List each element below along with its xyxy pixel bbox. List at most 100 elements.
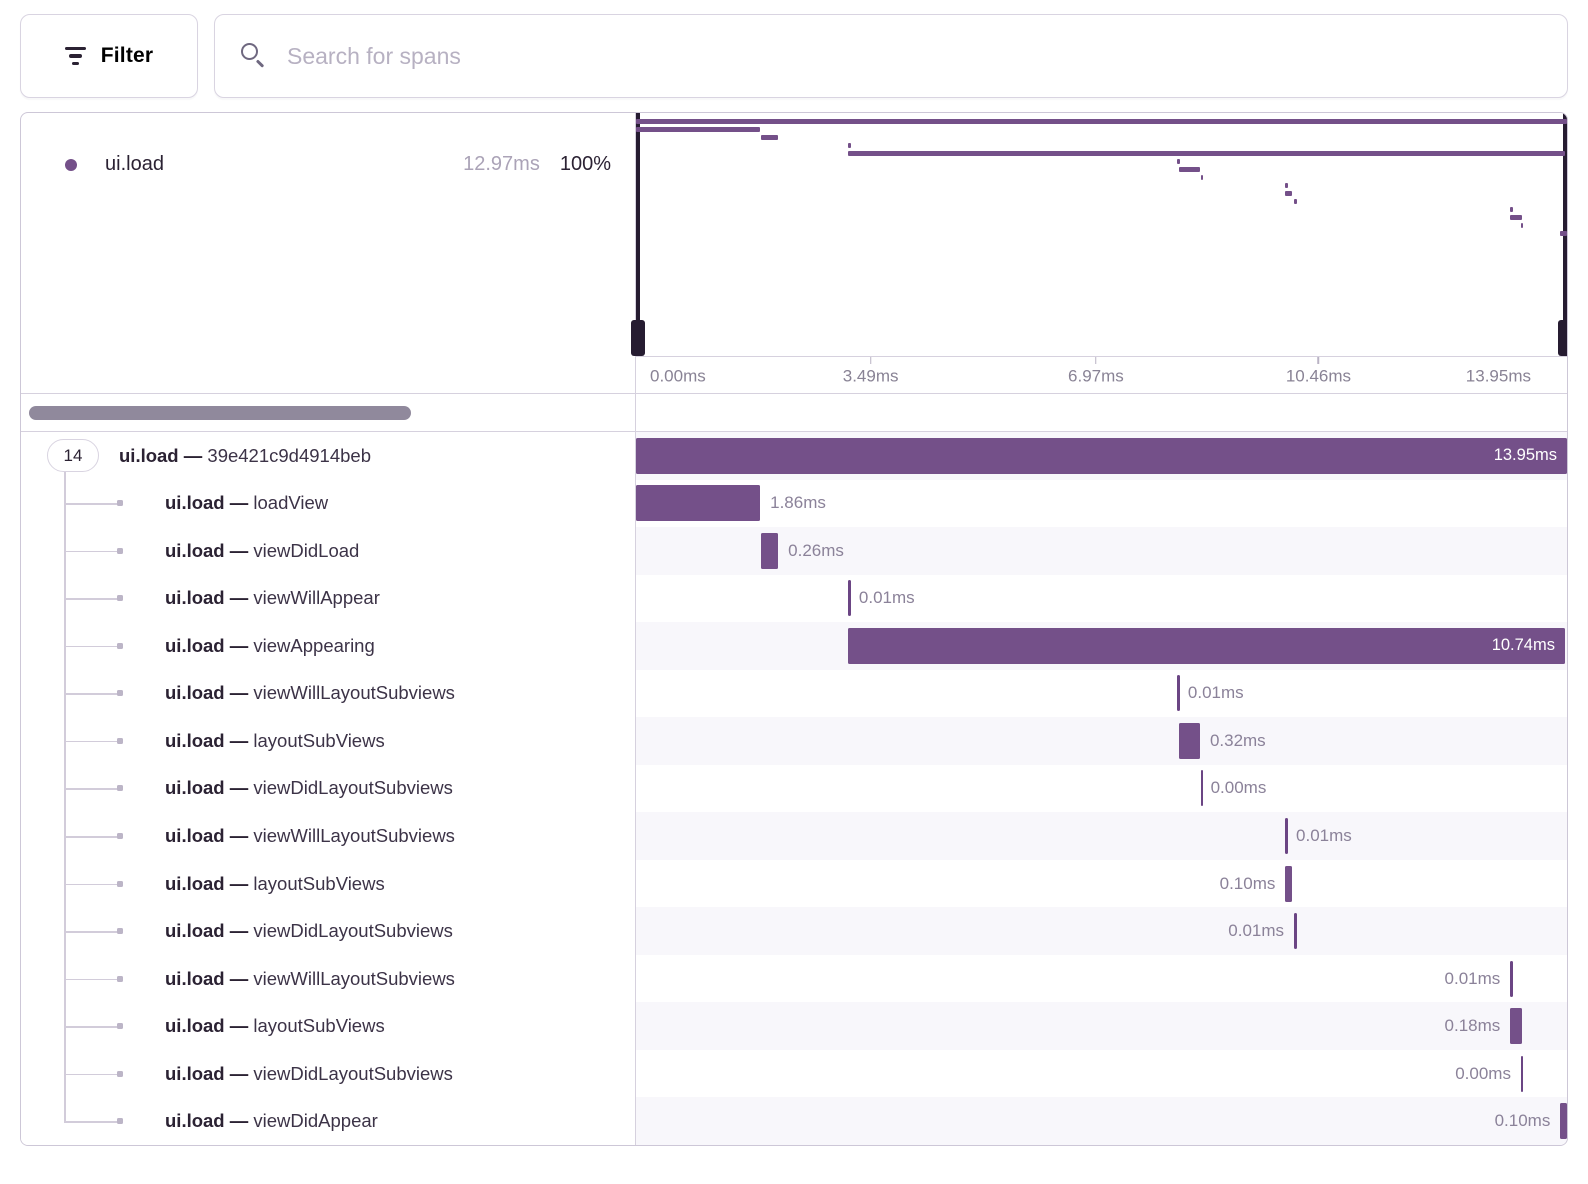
span-separator: — [224, 1015, 254, 1037]
tree-branch [64, 645, 117, 648]
tree-node-dot [117, 1023, 123, 1030]
span-tree-cell[interactable]: ui.load — viewDidLoad [21, 527, 636, 575]
span-duration-bar[interactable] [1510, 1008, 1523, 1045]
span-row[interactable]: 14 ui.load — 39e421c9d4914beb 13.95ms [21, 432, 1567, 480]
span-duration-bar[interactable] [1200, 770, 1204, 807]
span-tree-cell[interactable]: 14 ui.load — 39e421c9d4914beb [21, 432, 636, 480]
filter-button[interactable]: Filter [20, 14, 198, 98]
span-waterfall-cell[interactable]: 0.01ms [636, 574, 1567, 623]
span-row[interactable]: ui.load — layoutSubViews 0.32ms [21, 717, 1567, 765]
span-duration-label: 13.95ms [1493, 446, 1557, 465]
span-row[interactable]: ui.load — layoutSubViews 0.10ms [21, 859, 1567, 908]
span-duration-bar[interactable] [636, 485, 761, 522]
span-tree-cell[interactable]: ui.load — layoutSubViews [21, 859, 636, 908]
span-row[interactable]: ui.load — viewDidLayoutSubviews 0.00ms [21, 764, 1567, 813]
span-op: ui.load [165, 1110, 225, 1132]
span-search-box[interactable] [214, 14, 1568, 98]
span-waterfall-cell[interactable]: 0.18ms [636, 1002, 1567, 1050]
span-title: ui.load — viewDidLoad [21, 540, 359, 562]
span-waterfall-cell[interactable]: 0.32ms [636, 717, 1567, 765]
span-row[interactable]: ui.load — layoutSubViews 0.18ms [21, 1002, 1567, 1050]
span-separator: — [224, 729, 254, 751]
span-tree-cell[interactable]: ui.load — viewWillLayoutSubviews [21, 669, 636, 718]
span-tree-cell[interactable]: ui.load — viewAppearing [21, 622, 636, 670]
span-duration-bar[interactable] [848, 580, 851, 617]
span-duration-bar[interactable] [1520, 1055, 1524, 1092]
span-waterfall-cell[interactable]: 0.00ms [636, 1049, 1567, 1098]
span-row[interactable]: ui.load — viewDidAppear 0.10ms [21, 1097, 1567, 1145]
span-duration-bar[interactable] [1177, 675, 1180, 712]
span-op: ui.load [165, 682, 225, 704]
span-waterfall-cell[interactable]: 1.86ms [636, 479, 1567, 528]
span-duration-bar[interactable] [760, 532, 779, 569]
child-count-badge[interactable]: 14 [47, 439, 99, 473]
span-waterfall-cell[interactable]: 0.01ms [636, 907, 1567, 955]
span-tree-cell[interactable]: ui.load — loadView [21, 479, 636, 528]
span-description: layoutSubViews [253, 729, 385, 751]
span-tree-cell[interactable]: ui.load — viewDidAppear [21, 1097, 636, 1145]
span-waterfall-cell[interactable]: 0.00ms [636, 764, 1567, 813]
minimap-span-bar [848, 151, 1565, 156]
span-tree-cell[interactable]: ui.load — layoutSubViews [21, 717, 636, 765]
span-row[interactable]: ui.load — viewWillLayoutSubviews 0.01ms [21, 954, 1567, 1003]
span-op: ui.load [165, 1015, 225, 1037]
span-row[interactable]: ui.load — viewWillAppear 0.01ms [21, 574, 1567, 623]
minimap-left-grip[interactable] [631, 320, 645, 356]
minimap-right-grip[interactable] [1558, 320, 1567, 356]
span-tree-cell[interactable]: ui.load — viewWillLayoutSubviews [21, 954, 636, 1003]
span-tree-cell[interactable]: ui.load — viewWillAppear [21, 574, 636, 623]
span-duration-bar[interactable] [1510, 960, 1513, 997]
span-waterfall-cell[interactable]: 10.74ms [636, 622, 1567, 670]
span-waterfall-cell[interactable]: 0.01ms [636, 954, 1567, 1003]
span-separator: — [224, 1062, 254, 1084]
span-title: ui.load — viewDidLayoutSubviews [21, 777, 453, 799]
span-tree-cell[interactable]: ui.load — viewDidLayoutSubviews [21, 907, 636, 955]
span-op: ui.load [165, 634, 225, 656]
span-duration-bar[interactable] [1285, 865, 1293, 902]
tree-scrollbar-track[interactable] [21, 394, 636, 431]
span-rows: 14 ui.load — 39e421c9d4914beb 13.95ms ui… [21, 432, 1567, 1145]
span-separator: — [224, 825, 254, 847]
minimap-span-bar [848, 143, 851, 148]
span-duration-bar[interactable] [1285, 818, 1288, 855]
span-duration-bar[interactable]: 13.95ms [636, 437, 1567, 474]
minimap-left-handle[interactable] [631, 113, 645, 356]
filter-icon [64, 46, 86, 66]
tree-scroll-row [21, 393, 1567, 432]
span-row[interactable]: ui.load — viewDidLayoutSubviews 0.00ms [21, 1049, 1567, 1098]
span-row[interactable]: ui.load — viewDidLoad 0.26ms [21, 527, 1567, 575]
axis-label-4: 13.95ms [1465, 366, 1531, 386]
span-tree-cell[interactable]: ui.load — viewWillLayoutSubviews [21, 812, 636, 860]
span-waterfall-cell[interactable]: 0.01ms [636, 669, 1567, 718]
tree-branch [64, 550, 117, 553]
span-row[interactable]: ui.load — viewWillLayoutSubviews 0.01ms [21, 812, 1567, 860]
span-title: ui.load — loadView [21, 492, 328, 514]
tree-scrollbar-thumb[interactable] [29, 405, 411, 420]
span-tree-cell[interactable]: ui.load — viewDidLayoutSubviews [21, 1049, 636, 1098]
span-op: ui.load [165, 729, 225, 751]
span-row[interactable]: ui.load — viewDidLayoutSubviews 0.01ms [21, 907, 1567, 955]
span-separator: — [224, 872, 254, 894]
span-summary-row[interactable]: ui.load 12.97ms 100% [65, 153, 611, 176]
span-op: ui.load [165, 777, 225, 799]
span-duration-bar[interactable] [1178, 722, 1200, 759]
span-tree-cell[interactable]: ui.load — viewDidLayoutSubviews [21, 764, 636, 813]
span-duration-bar[interactable] [1560, 1103, 1567, 1140]
span-description: viewWillLayoutSubviews [253, 825, 455, 847]
tree-node-dot [117, 595, 123, 602]
span-search-input[interactable] [285, 41, 1541, 71]
trace-minimap[interactable] [631, 113, 1567, 356]
span-row[interactable]: ui.load — loadView 1.86ms [21, 479, 1567, 528]
span-tree-cell[interactable]: ui.load — layoutSubViews [21, 1002, 636, 1050]
span-duration-bar[interactable]: 10.74ms [848, 627, 1565, 664]
span-row[interactable]: ui.load — viewWillLayoutSubviews 0.01ms [21, 669, 1567, 718]
span-row[interactable]: ui.load — viewAppearing 10.74ms [21, 622, 1567, 670]
span-waterfall-cell[interactable]: 0.01ms [636, 812, 1567, 860]
span-waterfall-cell[interactable]: 0.10ms [636, 1097, 1567, 1145]
span-waterfall-cell[interactable]: 13.95ms [636, 432, 1567, 480]
span-waterfall-cell[interactable]: 0.26ms [636, 527, 1567, 575]
span-separator: — [224, 777, 254, 799]
span-waterfall-cell[interactable]: 0.10ms [636, 859, 1567, 908]
span-duration-bar[interactable] [1294, 913, 1297, 950]
